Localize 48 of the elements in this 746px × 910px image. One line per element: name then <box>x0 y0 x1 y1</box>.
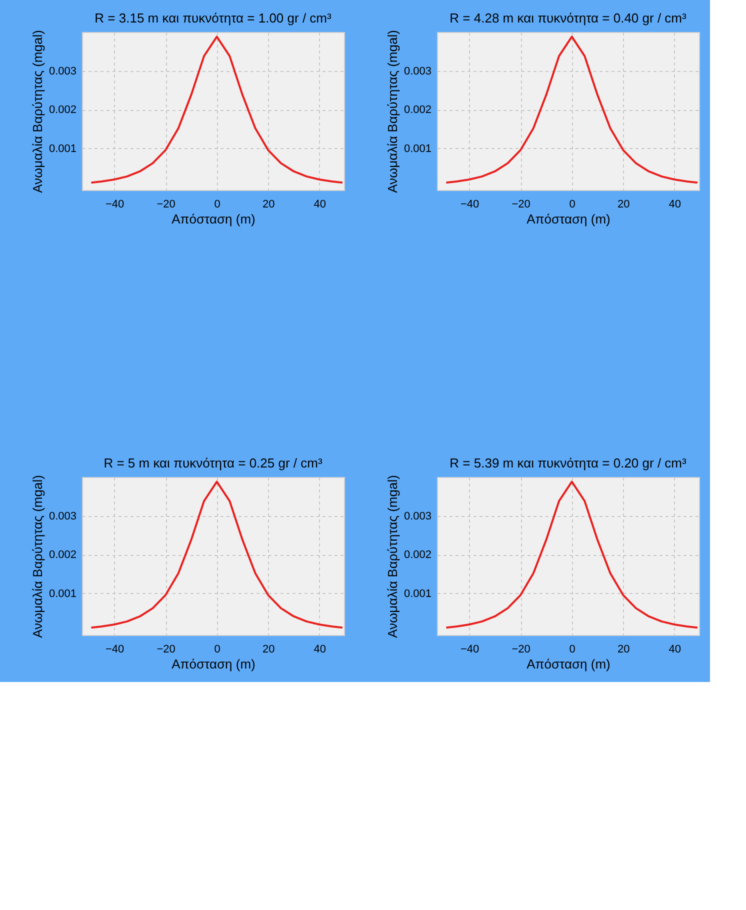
chart-title: R = 5 m και πυκνότητα = 0.25 gr / cm³ <box>104 456 323 471</box>
x-tick-label: 0 <box>214 198 220 210</box>
y-axis-title: Ανωμαλία Βαρύτητας (mgal) <box>30 475 45 638</box>
x-tick-label: 40 <box>668 644 682 656</box>
line-series <box>445 480 698 629</box>
y-tick-label: 0.001 <box>48 142 76 155</box>
x-tick-label: 40 <box>668 198 682 210</box>
line-series <box>445 36 698 184</box>
y-tick-label: 0.002 <box>48 549 76 562</box>
x-axis-title: Απόσταση (m) <box>172 212 256 226</box>
x-axis-title: Απόσταση (m) <box>526 212 610 226</box>
x-tick-label: −40 <box>460 644 480 656</box>
x-tick-label: 0 <box>569 644 576 656</box>
y-tick-label: 0.002 <box>48 104 76 116</box>
x-axis-title: Απόσταση (m) <box>526 656 610 672</box>
x-tick-label: 20 <box>617 644 630 656</box>
x-tick-label: 20 <box>262 644 275 656</box>
y-tick-label: 0.001 <box>404 588 432 600</box>
chart-title: R = 3.15 m και πυκνότητα = 1.00 gr / cm³ <box>94 10 332 26</box>
x-tick-label: 0 <box>569 198 576 210</box>
x-tick-label: −20 <box>512 198 530 210</box>
x-tick-label: 20 <box>262 198 275 210</box>
y-tick-label: 0.002 <box>404 104 432 116</box>
x-axis-title: Απόσταση (m) <box>172 656 256 672</box>
y-axis-title: Ανωμαλία Βαρύτητας (mgal) <box>30 30 45 193</box>
y-tick-label: 0.001 <box>48 588 76 600</box>
x-tick-label: 40 <box>314 644 326 656</box>
chart-title: R = 5.39 m και πυκνότητα = 0.20 gr / cm³ <box>450 456 687 471</box>
y-tick-label: 0.003 <box>404 65 432 78</box>
x-tick-label: −20 <box>512 644 530 656</box>
y-tick-label: 0.003 <box>48 65 76 78</box>
x-tick-label: −40 <box>105 198 124 210</box>
x-tick-label: 0 <box>214 644 220 656</box>
y-axis-title: Ανωμαλία Βαρύτητας (mgal) <box>384 475 400 638</box>
x-tick-label: 40 <box>314 198 326 210</box>
y-tick-label: 0.003 <box>48 510 76 522</box>
x-tick-label: −40 <box>460 198 480 210</box>
x-tick-label: 20 <box>617 198 630 210</box>
y-tick-label: 0.002 <box>404 549 432 562</box>
x-tick-label: −40 <box>105 644 124 656</box>
chart-title: R = 4.28 m και πυκνότητα = 0.40 gr / cm³ <box>450 10 687 26</box>
line-series <box>90 480 344 629</box>
y-tick-label: 0.001 <box>404 142 432 155</box>
x-tick-label: −20 <box>156 198 176 210</box>
y-tick-label: 0.003 <box>404 510 432 522</box>
x-tick-label: −20 <box>156 644 176 656</box>
line-series <box>90 36 344 184</box>
y-axis-title: Ανωμαλία Βαρύτητας (mgal) <box>384 30 400 193</box>
